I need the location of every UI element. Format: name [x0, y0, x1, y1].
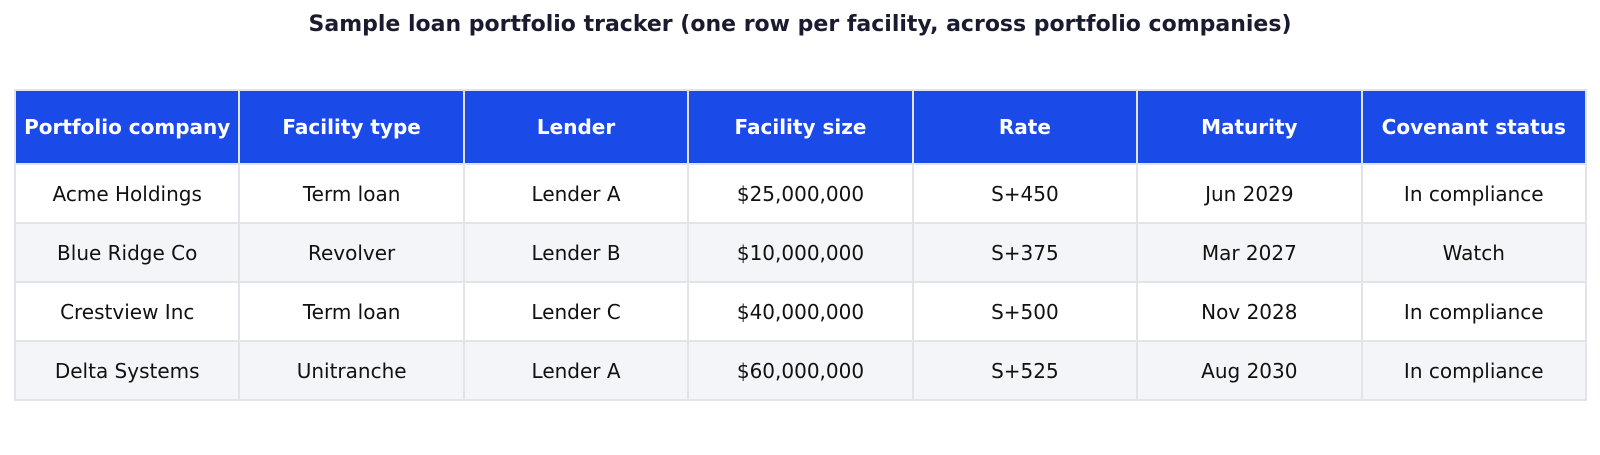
table-row: Blue Ridge Co Revolver Lender B $10,000,…: [13, 222, 1588, 283]
page-title: Sample loan portfolio tracker (one row p…: [308, 12, 1292, 37]
cell-rate: S+500: [911, 281, 1139, 342]
cell-lender: Lender A: [462, 163, 690, 224]
cell-facility-size: $60,000,000: [687, 340, 914, 401]
cell-maturity: Jun 2029: [1136, 163, 1363, 224]
cell-portfolio-company: Crestview Inc: [13, 281, 241, 342]
cell-facility-size: $25,000,000: [687, 163, 914, 224]
cell-rate: S+450: [911, 163, 1139, 224]
cell-covenant-status: In compliance: [1360, 163, 1588, 224]
cell-maturity: Mar 2027: [1136, 222, 1363, 283]
table-row: Acme Holdings Term loan Lender A $25,000…: [13, 163, 1588, 224]
table-row: Delta Systems Unitranche Lender A $60,00…: [13, 340, 1588, 401]
column-header-lender: Lender: [462, 89, 690, 165]
column-header-facility-size: Facility size: [687, 89, 914, 165]
column-header-maturity: Maturity: [1136, 89, 1363, 165]
cell-lender: Lender C: [462, 281, 690, 342]
column-header-facility-type: Facility type: [238, 89, 465, 165]
column-header-rate: Rate: [911, 89, 1139, 165]
cell-rate: S+525: [911, 340, 1139, 401]
cell-covenant-status: In compliance: [1360, 340, 1588, 401]
cell-portfolio-company: Delta Systems: [13, 340, 241, 401]
column-header-portfolio-company: Portfolio company: [13, 89, 241, 165]
cell-facility-type: Term loan: [238, 163, 465, 224]
cell-facility-size: $10,000,000: [687, 222, 914, 283]
table-row: Crestview Inc Term loan Lender C $40,000…: [13, 281, 1588, 342]
cell-lender: Lender B: [462, 222, 690, 283]
cell-lender: Lender A: [462, 340, 690, 401]
loan-portfolio-table: Portfolio company Facility type Lender F…: [13, 89, 1588, 401]
cell-facility-size: $40,000,000: [687, 281, 914, 342]
cell-covenant-status: In compliance: [1360, 281, 1588, 342]
cell-maturity: Aug 2030: [1136, 340, 1363, 401]
cell-maturity: Nov 2028: [1136, 281, 1363, 342]
table-header-row: Portfolio company Facility type Lender F…: [13, 89, 1588, 165]
cell-facility-type: Unitranche: [238, 340, 465, 401]
cell-covenant-status: Watch: [1360, 222, 1588, 283]
cell-portfolio-company: Acme Holdings: [13, 163, 241, 224]
column-header-covenant-status: Covenant status: [1360, 89, 1588, 165]
cell-facility-type: Revolver: [238, 222, 465, 283]
cell-facility-type: Term loan: [238, 281, 465, 342]
cell-rate: S+375: [911, 222, 1139, 283]
cell-portfolio-company: Blue Ridge Co: [13, 222, 241, 283]
